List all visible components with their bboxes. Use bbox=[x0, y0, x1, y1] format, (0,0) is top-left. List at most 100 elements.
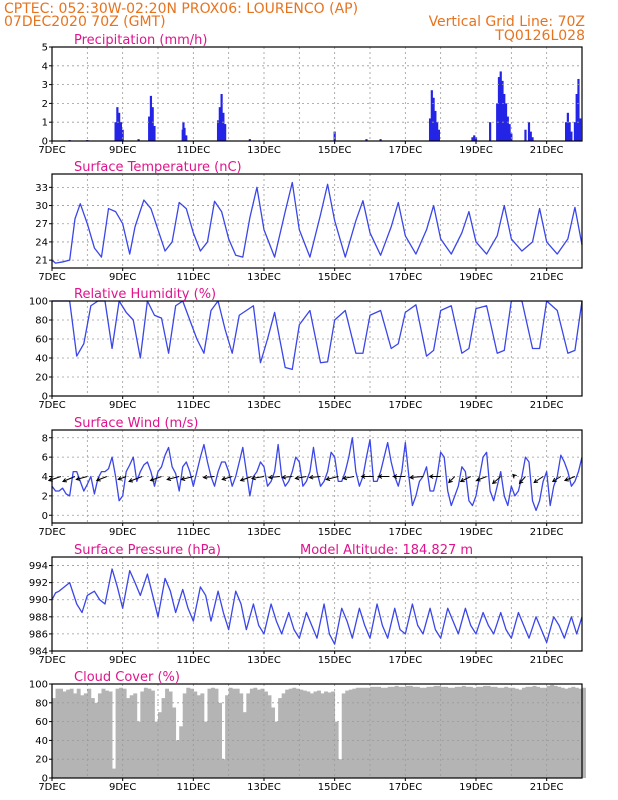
cloud-bar bbox=[271, 707, 275, 778]
wind-arrow-head bbox=[428, 474, 434, 479]
precip-bar bbox=[118, 112, 121, 141]
cloud-bar bbox=[235, 688, 240, 778]
cloud-bar bbox=[295, 688, 300, 778]
precip-bar bbox=[379, 139, 382, 141]
wind-arrow bbox=[326, 476, 339, 480]
precip-bar bbox=[149, 95, 153, 141]
wind-arrow bbox=[448, 476, 456, 483]
precip-xtick-label: 21DEC bbox=[530, 145, 564, 156]
precip-ytick-label: 0 bbox=[42, 137, 48, 148]
cloud-bar bbox=[66, 689, 71, 778]
wind-arrow-head bbox=[392, 474, 398, 479]
cloud-bar bbox=[253, 687, 258, 778]
wind-xtick-label: 21DEC bbox=[530, 527, 564, 538]
cloud-bar bbox=[80, 695, 85, 778]
precip-panel: 0 1 2 3 4 5 7DEC 9DEC 11DEC 13DEC 15DEC 17DEC 19DEC 2… bbox=[38, 33, 583, 156]
wind-arrow-head bbox=[180, 476, 186, 481]
precip-bar bbox=[524, 129, 527, 141]
cloud-bar bbox=[225, 695, 230, 778]
press-xtick-label: 21DEC bbox=[530, 655, 564, 666]
cloud-bar bbox=[546, 685, 551, 778]
wind-arrow-head bbox=[250, 475, 256, 481]
cloud-xtick-label: 17DEC bbox=[388, 782, 422, 793]
precip-bar bbox=[499, 71, 502, 141]
precip-bar bbox=[185, 135, 188, 141]
cloud-bar bbox=[221, 759, 226, 778]
precip-ytick-label: 2 bbox=[42, 99, 48, 110]
wind-arrow bbox=[268, 476, 280, 478]
cloud-bar bbox=[338, 759, 343, 778]
cloud-bar bbox=[211, 687, 215, 778]
temp-ytick-label: 21 bbox=[35, 256, 48, 267]
cloud-bar bbox=[398, 686, 403, 778]
precip-bar bbox=[568, 122, 571, 141]
precip-bar bbox=[153, 125, 156, 141]
precip-bar bbox=[428, 118, 432, 141]
cloud-bar bbox=[380, 687, 385, 778]
cloud-bar bbox=[288, 688, 293, 778]
cloud-bar bbox=[504, 686, 509, 778]
wind-arrow bbox=[222, 476, 233, 480]
header-datetime: 07DEC2020 70Z (GMT) bbox=[4, 14, 166, 30]
temp-xtick-label: 15DEC bbox=[318, 272, 352, 283]
cloud-bar bbox=[334, 721, 339, 778]
cloud-bar bbox=[454, 686, 459, 778]
temp-title: Surface Temperature (nC) bbox=[74, 160, 242, 175]
cloud-bar bbox=[578, 688, 583, 778]
cloud-xtick-label: 9DEC bbox=[109, 782, 136, 793]
wind-arrow bbox=[295, 476, 307, 479]
wind-ytick-label: 0 bbox=[42, 511, 48, 522]
temp-ytick-label: 30 bbox=[35, 201, 48, 212]
cloud-bar bbox=[362, 687, 367, 778]
cloud-bar bbox=[405, 685, 410, 778]
wind-arrow-head bbox=[62, 478, 67, 483]
precip-bar bbox=[148, 116, 151, 141]
cloud-bar bbox=[203, 721, 208, 778]
wind-arrow bbox=[343, 476, 355, 479]
cloud-bar bbox=[207, 688, 212, 778]
cloud-bar bbox=[320, 693, 325, 778]
press-title: Surface Pressure (hPa) bbox=[74, 543, 221, 558]
cloud-bar bbox=[423, 687, 427, 778]
wind-series-line bbox=[51, 437, 583, 512]
precip-bar bbox=[114, 122, 117, 141]
wind-arrow-head bbox=[360, 474, 366, 479]
cloud-xtick-label: 21DEC bbox=[530, 782, 564, 793]
wind-ytick-label: 8 bbox=[42, 433, 48, 444]
cloud-xtick-label: 19DEC bbox=[459, 782, 493, 793]
cloud-bar bbox=[267, 695, 272, 778]
wind-arrow-head bbox=[202, 474, 208, 480]
precip-bar bbox=[573, 122, 577, 141]
temp-xtick-label: 11DEC bbox=[176, 272, 210, 283]
cloud-bar bbox=[331, 691, 336, 778]
cloud-bar bbox=[165, 688, 169, 778]
wind-arrow bbox=[409, 476, 424, 478]
cloud-bar bbox=[62, 691, 67, 778]
cloud-bar bbox=[228, 687, 233, 778]
cloud-bar bbox=[529, 686, 533, 778]
cloud-bar bbox=[567, 687, 572, 778]
wind-arrow-head bbox=[308, 474, 314, 480]
rh-xtick-label: 7DEC bbox=[38, 400, 65, 411]
cloud-bar bbox=[486, 685, 491, 778]
cloud-bar bbox=[196, 695, 201, 778]
wind-arrow-head bbox=[408, 474, 414, 480]
wind-arrow bbox=[150, 476, 162, 481]
cloud-ytick-label: 60 bbox=[35, 717, 48, 728]
cloud-bar bbox=[168, 691, 173, 778]
rh-xtick-label: 15DEC bbox=[318, 400, 352, 411]
wind-arrow bbox=[240, 476, 252, 481]
cloud-bar bbox=[557, 686, 562, 778]
wind-arrow-head bbox=[459, 477, 465, 483]
cloud-bar bbox=[256, 689, 261, 778]
cloud-bar bbox=[52, 698, 56, 778]
temp-xtick-label: 13DEC bbox=[247, 272, 281, 283]
cloud-bar bbox=[377, 686, 381, 778]
press-annotation: Model Altitude: 184.827 m bbox=[300, 543, 473, 558]
cloud-bar bbox=[179, 726, 184, 778]
cloud-bar bbox=[507, 687, 512, 778]
cloud-bar bbox=[313, 691, 318, 778]
precip-bar bbox=[508, 124, 511, 141]
cloud-bar bbox=[278, 698, 283, 778]
precip-ytick-label: 4 bbox=[42, 61, 48, 72]
